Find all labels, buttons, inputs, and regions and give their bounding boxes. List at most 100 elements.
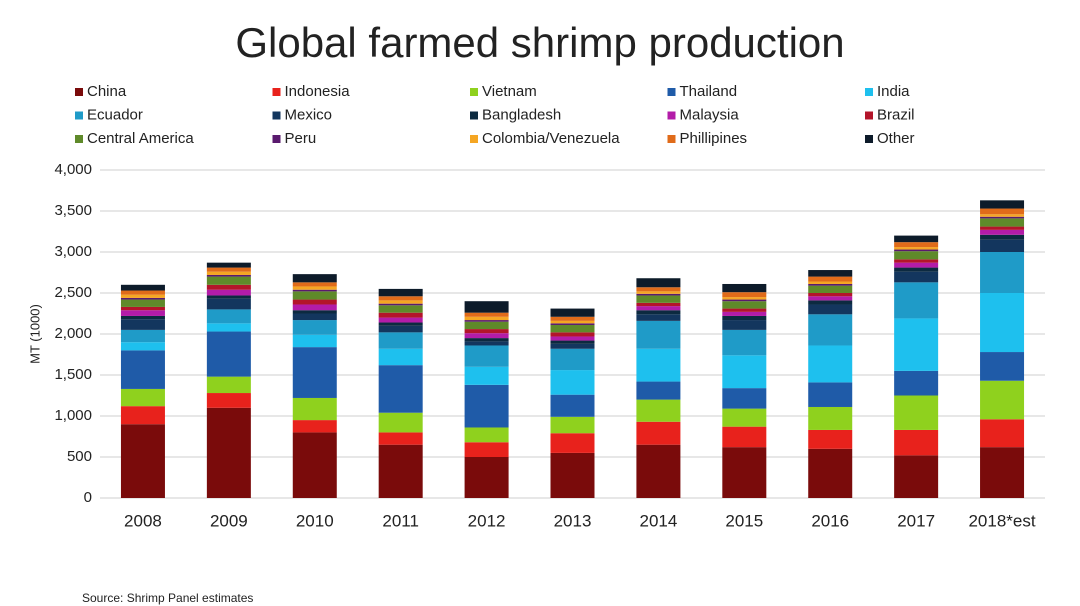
bar-segment (464, 384, 509, 428)
bar-segment (636, 444, 681, 498)
legend-label: Brazil (877, 106, 915, 123)
bar-segment (808, 281, 853, 284)
bar-segment (120, 294, 165, 298)
legend-swatch (75, 135, 83, 143)
legend-label: Thailand (680, 83, 738, 100)
bar-segment (550, 320, 595, 324)
bar-segment (808, 296, 853, 301)
bar-segment (894, 262, 939, 268)
bar-segment (636, 310, 681, 315)
bar-segment (464, 312, 509, 317)
bar-segment (808, 406, 853, 430)
legend-label: India (877, 83, 910, 100)
legend-swatch (865, 88, 873, 96)
bar-segment (550, 332, 595, 337)
bar-segment (206, 271, 251, 275)
bar-segment (206, 407, 251, 498)
bar-segment (980, 218, 1025, 227)
bar-segment (292, 347, 337, 398)
bar-segment (120, 406, 165, 425)
legend-label: Bangladesh (482, 106, 561, 123)
y-tick-label: 0 (84, 489, 92, 506)
source-note: Source: Shrimp Panel estimates (82, 591, 253, 605)
bar-segment (464, 338, 509, 342)
bar-segment (894, 429, 939, 456)
bar-segment (292, 420, 337, 433)
bar-segment (464, 457, 509, 498)
bar-segment (378, 444, 423, 498)
bar-segment (722, 388, 767, 409)
bar-segment (550, 433, 595, 453)
bar-segment (894, 271, 939, 283)
bar-segment (464, 333, 509, 339)
bar-segment (722, 320, 767, 330)
x-tick-label: 2013 (554, 511, 592, 530)
bar-segment (378, 412, 423, 433)
y-tick-label: 500 (67, 448, 92, 465)
bar-segment (808, 382, 853, 407)
bar-segment (550, 452, 595, 498)
bar-segment (980, 239, 1025, 252)
bar-segment (636, 348, 681, 382)
bar-segment (722, 308, 767, 312)
legend-label: Central America (87, 130, 194, 147)
bar-segment (292, 299, 337, 305)
x-tick-label: 2010 (296, 511, 334, 530)
bar-segment (550, 336, 595, 341)
bar-segment (808, 345, 853, 383)
bar-segment (722, 292, 767, 298)
bar-segment (894, 455, 939, 498)
y-tick-label: 1,500 (54, 366, 92, 383)
bar-segment (722, 355, 767, 389)
bar-segment (808, 293, 853, 297)
bar-segment (550, 416, 595, 434)
bar-segment (120, 284, 165, 291)
bar-segment (292, 274, 337, 283)
y-axis-label: MT (1000) (27, 304, 42, 364)
y-tick-label: 3,000 (54, 243, 92, 260)
bar-segment (292, 432, 337, 498)
bar-segment (894, 259, 939, 263)
bar-segment (378, 348, 423, 366)
bar-segment (722, 297, 767, 300)
bar-segment (980, 226, 1025, 230)
bar-segment (550, 316, 595, 321)
x-tick-label: 2017 (897, 511, 935, 530)
bar-segment (206, 309, 251, 324)
bar-segment (636, 295, 681, 303)
bar-segment (808, 270, 853, 277)
y-tick-label: 3,500 (54, 202, 92, 219)
bar-segment (292, 289, 337, 292)
legend-label: Ecuador (87, 106, 143, 123)
bar-segment (550, 343, 595, 349)
x-tick-label: 2008 (124, 511, 162, 530)
legend-swatch (75, 111, 83, 120)
bar-segment (206, 298, 251, 310)
bar-segment (980, 419, 1025, 448)
bar-segment (980, 216, 1025, 219)
bar-segment (894, 247, 939, 250)
bar-segment (808, 283, 853, 286)
x-tick-label: 2014 (639, 511, 677, 530)
y-tick-label: 2,500 (54, 284, 92, 301)
legend-swatch (470, 135, 478, 143)
legend-label: Malaysia (680, 106, 740, 123)
legend-swatch (75, 88, 83, 96)
bar-segment (636, 287, 681, 292)
bar-segment (808, 429, 853, 449)
bar-segment (980, 234, 1025, 240)
bar-segment (636, 314, 681, 321)
bar-segment (206, 262, 251, 268)
bar-segment (206, 393, 251, 408)
bar-segment (378, 288, 423, 297)
bar-segment (894, 249, 939, 252)
bar-segment (722, 301, 767, 309)
bar-segment (980, 208, 1025, 215)
bar-segment (206, 289, 251, 296)
bar-segment (636, 421, 681, 445)
bar-segment (464, 345, 509, 367)
bar-segment (980, 200, 1025, 209)
bar-segment (120, 350, 165, 389)
bar-segment (722, 408, 767, 427)
